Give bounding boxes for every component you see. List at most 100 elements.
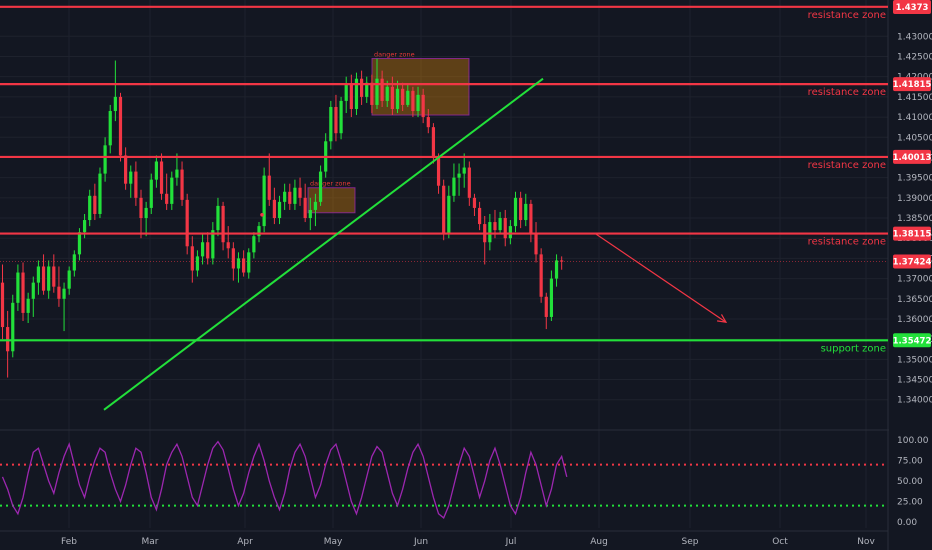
level-price-tag: 1.4373 <box>896 3 929 13</box>
candle-body <box>344 84 348 101</box>
candle-body <box>385 86 389 101</box>
price-tick-label: 1.36500 <box>897 295 932 305</box>
candle-body <box>406 90 410 105</box>
candle-body <box>175 169 179 178</box>
osc-tick-label: 25.00 <box>897 498 923 508</box>
candle-body <box>41 266 46 291</box>
candle-body <box>411 90 415 112</box>
time-tick-label: Jul <box>505 537 517 547</box>
candle-body <box>149 179 153 208</box>
candle-body <box>154 161 158 180</box>
candle-body <box>365 82 369 97</box>
drawing-tools[interactable] <box>103 77 728 411</box>
osc-line <box>1 440 568 519</box>
candle-body <box>334 106 338 134</box>
candle-body <box>180 169 184 200</box>
resistance-zone-label: resistance zone <box>808 160 886 171</box>
candle-body <box>0 282 5 328</box>
price-tick-label: 1.39500 <box>897 174 932 184</box>
candle-body <box>462 167 466 174</box>
price-tick-label: 1.38500 <box>897 214 932 224</box>
candle-body <box>77 232 82 255</box>
candle-body <box>318 171 323 202</box>
time-tick-label: May <box>324 537 343 547</box>
osc-tick-label: 0.00 <box>897 518 917 528</box>
candle-body <box>159 161 164 194</box>
candle-body <box>503 218 507 239</box>
candle-body <box>11 302 15 352</box>
candle-body <box>134 171 138 198</box>
candle-body <box>421 94 425 118</box>
candle-body <box>272 199 276 219</box>
candle-body <box>257 226 261 237</box>
price-tick-label: 1.39000 <box>897 194 932 204</box>
projection-arrow <box>594 232 727 323</box>
candle-body <box>195 256 200 271</box>
candle-body <box>488 222 492 243</box>
candle-body <box>200 242 205 257</box>
time-tick-label: Oct <box>772 537 788 547</box>
candle-body <box>472 197 477 208</box>
time-axis[interactable]: Feb Mar Apr May Jun Jul Aug Sep Oct Nov <box>61 537 875 547</box>
candle-body <box>98 173 102 214</box>
candle-body <box>288 191 292 204</box>
time-tick-label: Apr <box>237 537 253 547</box>
candle-body <box>293 187 297 204</box>
marker-dot <box>260 212 264 217</box>
candle-body <box>390 86 394 109</box>
candle-body <box>57 286 61 299</box>
candle-body <box>252 236 256 253</box>
candle-body <box>36 266 41 283</box>
candle-body <box>82 220 87 233</box>
candle-body <box>534 234 538 255</box>
trendline <box>103 77 544 411</box>
osc-tick-label: 50.00 <box>897 477 923 487</box>
candle-body <box>113 96 117 112</box>
level-price-tag-bg <box>893 149 931 164</box>
candle-body <box>185 199 189 247</box>
candle-body <box>93 195 97 214</box>
level-price-tag-bg <box>893 0 931 14</box>
time-tick-label: Aug <box>590 537 608 547</box>
candle-body <box>349 84 353 109</box>
candle-body <box>513 197 518 227</box>
level-price-tag-bg <box>893 77 931 92</box>
osc-tick-label: 75.00 <box>897 457 923 467</box>
candle-body <box>206 242 210 259</box>
candle-body <box>442 185 446 235</box>
projection-arrowhead <box>717 314 728 323</box>
candle-body <box>6 327 10 352</box>
last-price-tag-bg <box>893 254 931 269</box>
danger-zone-label: danger zone <box>374 51 415 59</box>
candle-body <box>231 248 235 269</box>
resistance-zone-label: resistance zone <box>808 237 886 248</box>
candle-body <box>370 82 374 105</box>
price-tick-label: 1.34000 <box>897 396 932 406</box>
candle-body <box>190 246 194 271</box>
candle-body <box>360 78 364 97</box>
candle-body <box>216 205 220 231</box>
candle-body <box>339 100 343 134</box>
price-tick-label: 1.35000 <box>897 355 932 365</box>
horizontal-levels[interactable]: resistance zone resistance zone resistance… <box>0 5 888 354</box>
candle-body <box>242 258 246 273</box>
candle-body <box>467 167 471 198</box>
candle-body <box>247 252 251 273</box>
candle-body <box>118 96 123 156</box>
level-price-tag-bg <box>893 226 931 241</box>
candle-body <box>236 258 241 269</box>
level-price-tag: 1.38115 <box>893 230 932 240</box>
candle-body <box>329 106 333 142</box>
candle-body <box>129 171 133 184</box>
candle-body <box>139 197 143 219</box>
candle-body <box>452 177 456 196</box>
candle-body <box>395 88 400 109</box>
candle-body <box>124 155 128 184</box>
time-tick-label: Feb <box>61 537 77 547</box>
support-zone-label: support zone <box>821 343 886 354</box>
candle-body <box>477 207 482 225</box>
time-tick-label: Jun <box>413 537 428 547</box>
candle-body <box>21 272 25 313</box>
candle-body <box>226 242 230 249</box>
